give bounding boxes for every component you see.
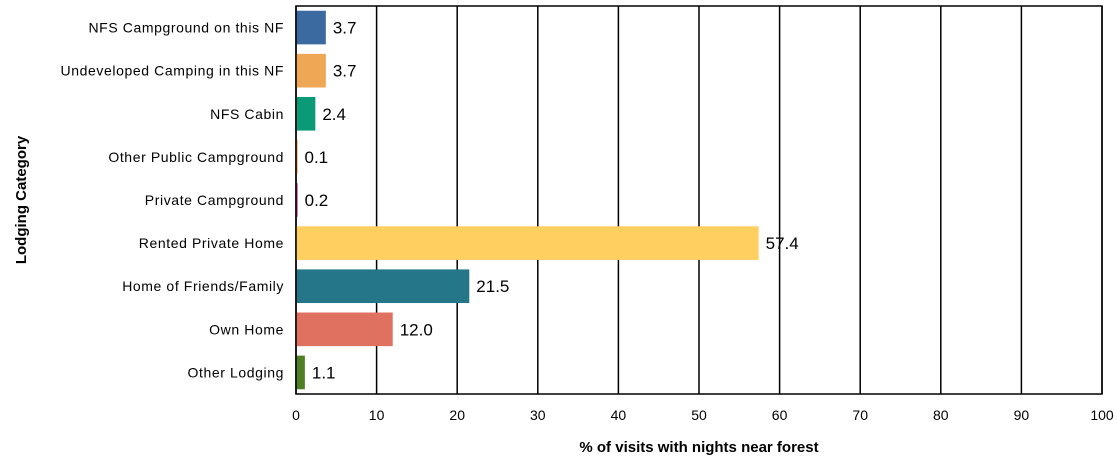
- bar: [296, 355, 305, 390]
- bar: [296, 226, 759, 260]
- bar: [296, 269, 470, 304]
- data-label: 0.2: [305, 191, 329, 210]
- category-label: Private Campground: [145, 192, 284, 208]
- x-tick-label: 60: [772, 407, 788, 423]
- category-label: Other Lodging: [187, 364, 284, 380]
- category-label: Own Home: [209, 321, 284, 337]
- category-label: Other Public Campground: [108, 149, 284, 165]
- bar: [296, 183, 298, 217]
- category-label: Undeveloped Camping in this NF: [61, 63, 284, 79]
- x-tick-labels: 0 10 20 30 40 50 60 70 80 90 100: [292, 407, 1114, 423]
- data-label: 12.0: [400, 320, 433, 339]
- y-axis-title: Lodging Category: [13, 135, 30, 264]
- x-tick-label: 80: [933, 407, 949, 423]
- data-label: 3.7: [333, 19, 357, 38]
- x-tick-label: 90: [1014, 407, 1030, 423]
- x-tick-label: 100: [1090, 407, 1114, 423]
- category-labels: NFS Campground on this NF Undeveloped Cam…: [61, 20, 284, 381]
- category-label: Home of Friends/Family: [122, 278, 284, 294]
- bar: [296, 312, 393, 347]
- value-labels: 3.7 3.7 2.4 0.1 0.2 57.4 21.5 12.0 1.1: [305, 19, 799, 383]
- x-tick-label: 30: [530, 407, 546, 423]
- x-tick-label: 40: [611, 407, 627, 423]
- x-tick-label: 10: [369, 407, 385, 423]
- category-label: Rented Private Home: [139, 235, 284, 251]
- data-label: 3.7: [333, 62, 357, 81]
- x-axis-title: % of visits with nights near forest: [579, 439, 818, 456]
- x-tick-label: 0: [292, 407, 300, 423]
- data-label: 0.1: [305, 148, 329, 167]
- bars: [296, 10, 759, 390]
- plot-frame: [295, 5, 1103, 395]
- x-tick-label: 50: [691, 407, 707, 423]
- data-label: 21.5: [476, 277, 509, 296]
- data-label: 2.4: [322, 105, 346, 124]
- x-tick-label: 20: [449, 407, 465, 423]
- bar: [296, 96, 316, 131]
- category-label: NFS Campground on this NF: [88, 20, 284, 36]
- x-tick-label: 70: [852, 407, 868, 423]
- data-label: 57.4: [766, 234, 799, 253]
- bar: [296, 53, 326, 88]
- category-label: NFS Cabin: [210, 106, 284, 122]
- bar: [296, 10, 326, 45]
- data-label: 1.1: [312, 363, 336, 382]
